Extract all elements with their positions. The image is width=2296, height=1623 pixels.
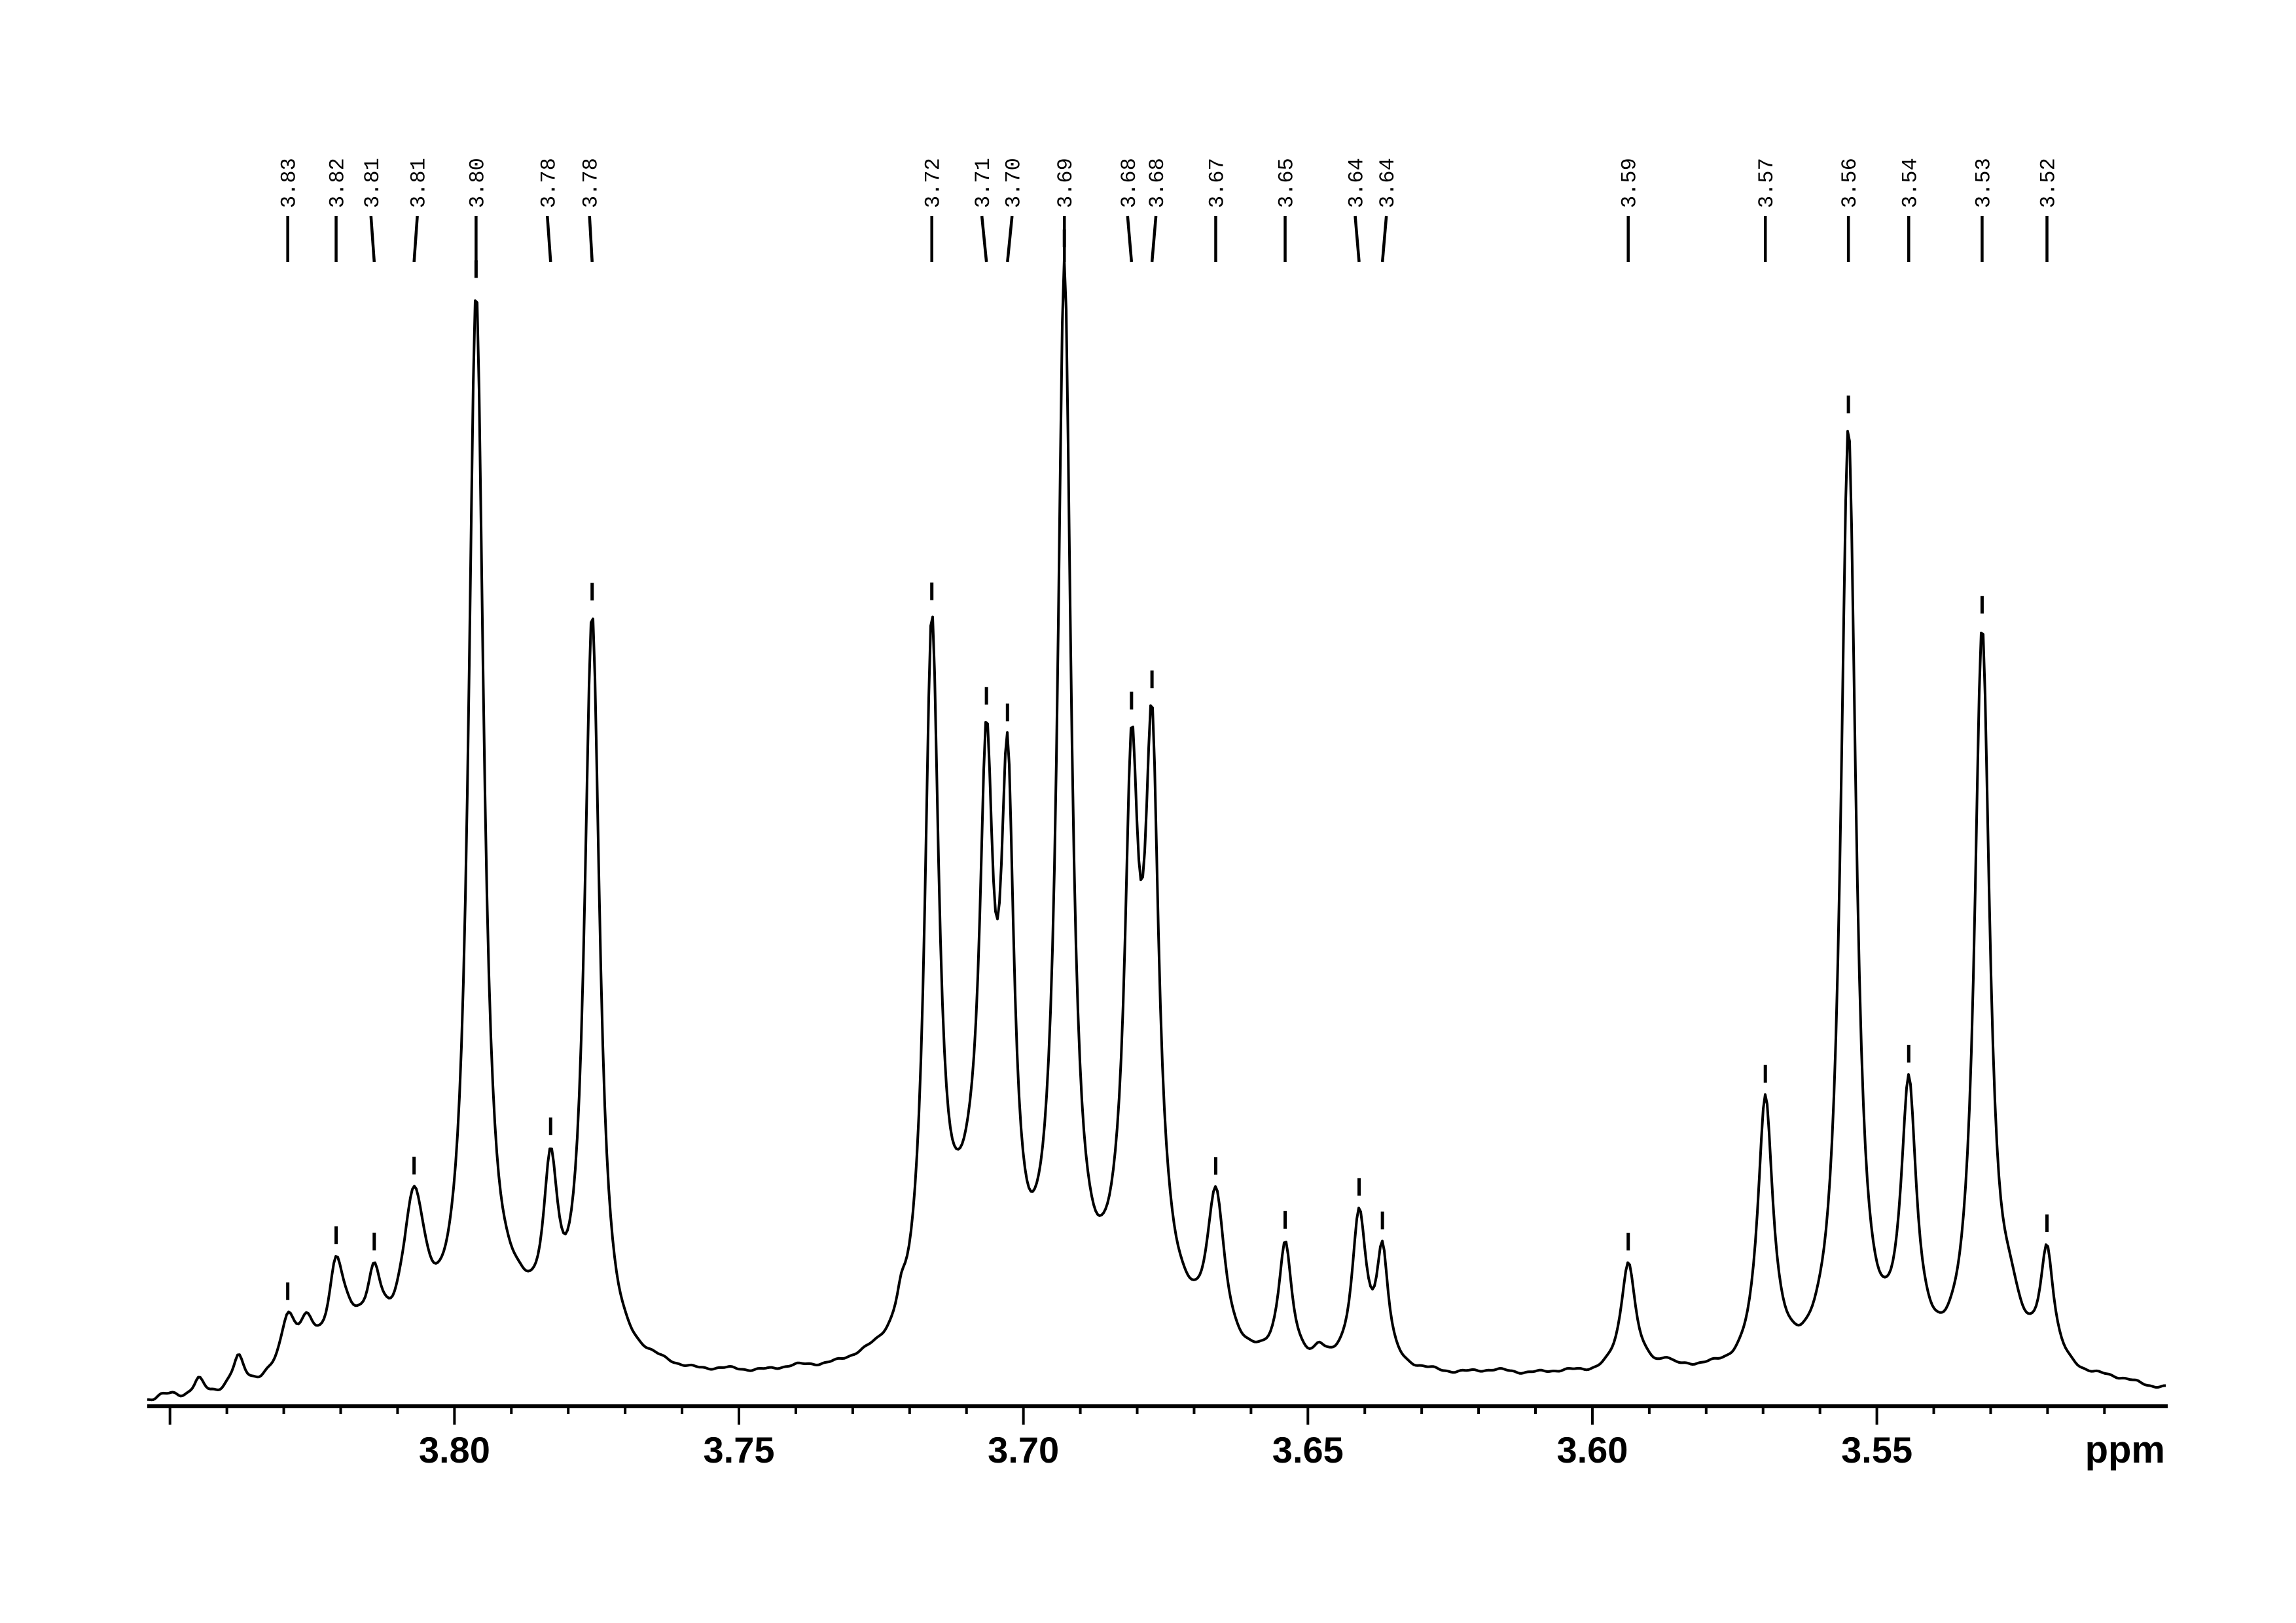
peak-label: 3.78 <box>579 158 603 208</box>
peak-label-tick <box>980 215 988 263</box>
peak-label: 3.70 <box>1001 158 1026 208</box>
x-axis: 3.80 3.75 3.70 3.65 3.60 3.55 ppm <box>147 1404 2168 1471</box>
x-axis-tick-label: 3.75 <box>704 1429 775 1470</box>
x-axis-tick-label: 3.65 <box>1272 1429 1344 1470</box>
peak-label: 3.71 <box>971 158 996 208</box>
spectrum-trace <box>147 258 2166 1402</box>
peak-label: 3.72 <box>922 158 946 208</box>
peak-label: 3.78 <box>537 158 561 208</box>
peak-label-tick <box>1380 215 1388 263</box>
peak-label: 3.68 <box>1145 158 1170 208</box>
x-axis-tick-label: 3.70 <box>988 1429 1059 1470</box>
peak-label: 3.80 <box>465 158 490 208</box>
peak-label-tick <box>1126 215 1134 263</box>
x-axis-tick-label: 3.55 <box>1841 1429 1912 1470</box>
peak-label-tick <box>1354 215 1361 263</box>
peak-label: 3.81 <box>361 158 385 208</box>
peak-label: 3.83 <box>278 158 302 208</box>
peak-label: 3.69 <box>1054 158 1078 208</box>
nmr-trace <box>147 258 2166 1402</box>
peak-label-tick <box>1006 215 1014 263</box>
peak-label: 3.82 <box>326 158 350 208</box>
peak-label: 3.68 <box>1117 158 1141 208</box>
peak-label: 3.54 <box>1898 158 1922 208</box>
peak-label: 3.57 <box>1755 158 1779 208</box>
peak-label-tick <box>1150 215 1158 263</box>
x-axis-unit-label: ppm <box>2085 1429 2165 1471</box>
peak-label: 3.67 <box>1205 158 1229 208</box>
peak-label-tick <box>588 215 594 263</box>
peak-label: 3.81 <box>407 158 431 208</box>
peak-label-tick <box>369 215 376 263</box>
x-axis-tick-label: 3.80 <box>419 1429 490 1470</box>
peak-label-tick <box>546 215 552 263</box>
peak-label: 3.52 <box>2037 158 2061 208</box>
peak-label: 3.65 <box>1275 158 1299 208</box>
peak-label: 3.56 <box>1838 158 1862 208</box>
peak-label: 3.59 <box>1618 158 1642 208</box>
peak-label: 3.53 <box>1971 158 1996 208</box>
peak-label: 3.64 <box>1376 158 1400 208</box>
peak-label: 3.64 <box>1345 158 1369 208</box>
peak-label-tick <box>412 215 419 263</box>
x-axis-tick-label: 3.60 <box>1556 1429 1628 1470</box>
peak-pick-labels: 3.83 3.82 3.81 3.81 3.80 3.78 3.78 3.72 3.71 3.70… <box>278 158 2061 263</box>
